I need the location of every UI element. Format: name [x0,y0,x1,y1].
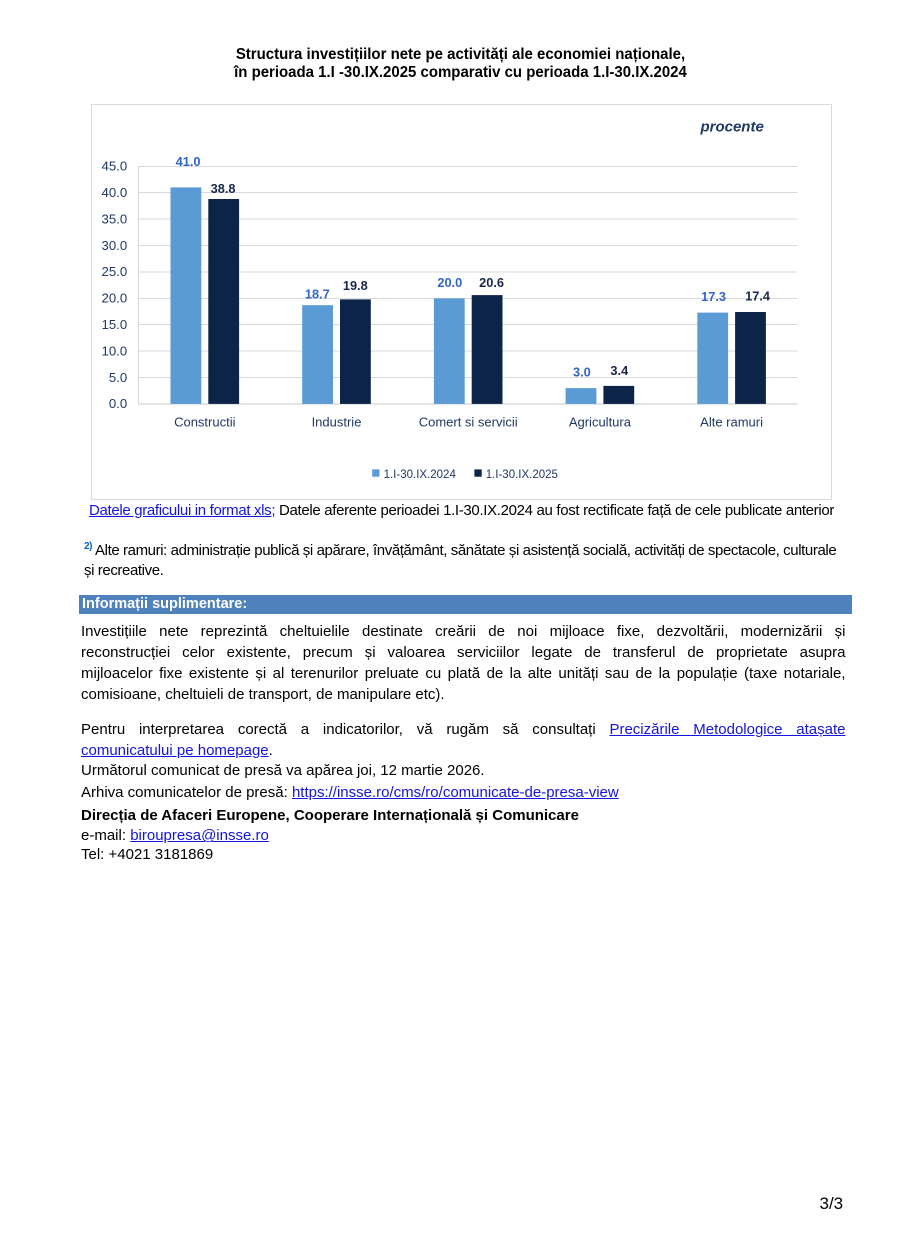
svg-text:10.0: 10.0 [102,343,128,358]
svg-text:17.4: 17.4 [745,289,771,304]
svg-text:procente: procente [699,118,763,135]
svg-text:25.0: 25.0 [102,264,128,279]
svg-text:19.8: 19.8 [343,278,368,293]
svg-text:20.0: 20.0 [102,291,128,306]
svg-text:Industrie: Industrie [312,414,362,429]
svg-text:35.0: 35.0 [102,211,128,226]
svg-text:0.0: 0.0 [109,396,127,411]
svg-text:3.4: 3.4 [610,363,629,378]
svg-text:Alte ramuri: Alte ramuri [700,414,763,429]
svg-text:38.8: 38.8 [211,181,236,196]
svg-text:40.0: 40.0 [102,185,128,200]
svg-text:18.7: 18.7 [305,286,330,301]
svg-text:30.0: 30.0 [102,238,128,253]
svg-text:20.6: 20.6 [479,275,504,290]
svg-text:1.I-30.IX.2024: 1.I-30.IX.2024 [384,469,457,481]
svg-text:15.0: 15.0 [102,317,128,332]
svg-text:1.I-30.IX.2025: 1.I-30.IX.2025 [486,469,558,481]
svg-text:17.3: 17.3 [701,289,726,304]
svg-text:Agricultura: Agricultura [569,414,632,429]
svg-text:5.0: 5.0 [109,370,127,385]
svg-text:Comert si servicii: Comert si servicii [419,414,518,429]
svg-text:45.0: 45.0 [102,159,128,174]
svg-text:20.0: 20.0 [437,275,462,290]
svg-text:3.0: 3.0 [573,364,591,379]
svg-text:Constructii: Constructii [174,414,236,429]
svg-text:41.0: 41.0 [176,154,201,169]
